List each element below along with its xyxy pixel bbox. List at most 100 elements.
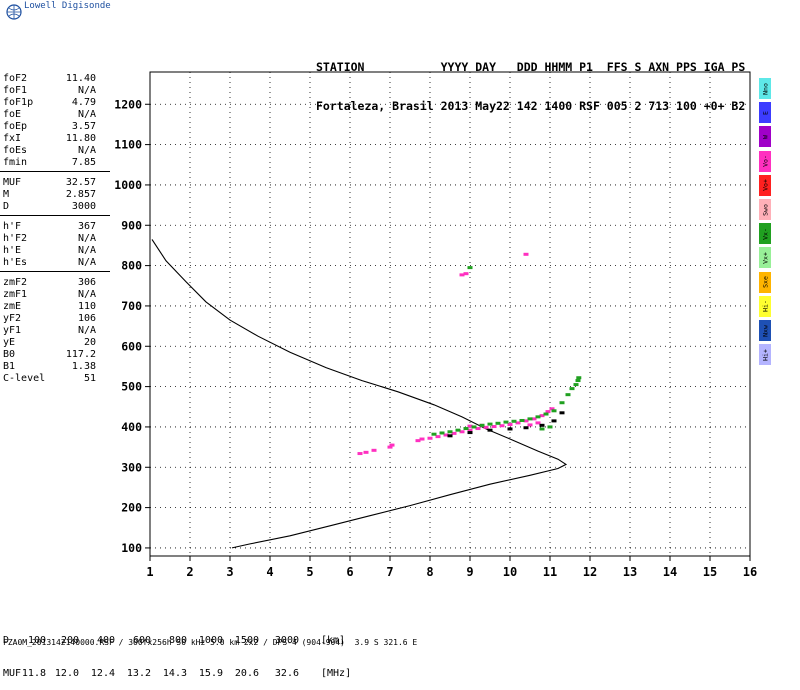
param-value: 3.57 <box>71 121 96 132</box>
y-tick-label: 500 <box>121 380 142 394</box>
echo-point <box>459 430 465 434</box>
param-row: foE N/A <box>3 109 96 121</box>
muf-value: 13.2 <box>126 668 151 679</box>
param-name: zmE <box>3 301 22 312</box>
param-name: B0 <box>3 349 16 360</box>
param-name: C-level <box>3 373 46 384</box>
echo-point <box>565 393 571 397</box>
file-info: FZA0M_2013142140000.RSF / 300fx256h 50 k… <box>3 638 418 647</box>
echo-point <box>569 387 575 391</box>
distance-value: 400 <box>96 635 115 646</box>
muf-value: 12.0 <box>54 668 79 679</box>
distance-label: D <box>3 635 10 646</box>
echo-point <box>539 423 545 427</box>
echo-point <box>471 425 477 429</box>
echo-point <box>467 266 473 270</box>
echo-point <box>479 423 485 427</box>
x-tick-label: 6 <box>346 565 353 579</box>
lowell-digisonde-logo <box>6 4 22 20</box>
x-tick-label: 10 <box>503 565 517 579</box>
echo-point <box>527 423 533 427</box>
legend-item: Vo+ <box>759 174 771 196</box>
distance-unit: [km] <box>321 635 346 646</box>
echo-point <box>523 419 529 423</box>
echo-point <box>495 421 501 425</box>
param-row: h'E N/A <box>3 245 96 257</box>
param-value: N/A <box>77 109 96 120</box>
muf-value: 11.8 <box>21 668 46 679</box>
echo-point <box>357 452 363 456</box>
echo-point <box>507 427 513 431</box>
param-name: h'F <box>3 221 22 232</box>
legend-label: Sxe <box>761 276 769 288</box>
param-name: D <box>3 201 10 212</box>
param-value: 51 <box>83 373 96 384</box>
echo-point <box>549 407 555 411</box>
param-row: foEs N/A <box>3 145 96 157</box>
y-tick-label: 200 <box>121 501 142 515</box>
param-separator <box>0 271 110 272</box>
param-name: yF2 <box>3 313 22 324</box>
param-name: foEp <box>3 121 28 132</box>
x-tick-label: 16 <box>743 565 757 579</box>
echo-point <box>439 431 445 435</box>
legend-label: Vx- <box>761 227 769 240</box>
param-row: B1 1.38 <box>3 361 96 373</box>
distance-row: D 100 200 400 600 800 1000 1500 3000 [km] <box>3 635 345 646</box>
param-value: 11.80 <box>65 133 96 144</box>
echo-point <box>467 431 473 435</box>
echo-point <box>451 431 457 435</box>
y-tick-label: 900 <box>121 218 142 232</box>
param-name: h'F2 <box>3 233 28 244</box>
param-value: N/A <box>77 233 96 244</box>
x-tick-label: 3 <box>226 565 233 579</box>
echo-point <box>455 428 461 432</box>
param-row: C-level 51 <box>3 373 96 385</box>
param-name: yE <box>3 337 16 348</box>
muf-distance-table: D 100 200 400 600 800 1000 1500 3000 [km] MUF 11.8… <box>3 613 351 690</box>
distance-value: 800 <box>168 635 187 646</box>
echo-point <box>515 421 521 425</box>
y-tick-label: 400 <box>121 420 142 434</box>
param-value: 20 <box>83 337 96 348</box>
param-name: B1 <box>3 361 16 372</box>
legend-item: Vx+ <box>759 247 771 269</box>
x-tick-label: 15 <box>703 565 717 579</box>
muf-value: 32.6 <box>274 668 299 679</box>
param-row: MUF 32.57 <box>3 177 96 189</box>
muf-row: MUF 11.8 12.0 12.4 13.2 14.3 15.9 20.6 32.6 [MHz] <box>3 668 351 679</box>
echo-point <box>531 417 537 421</box>
echo-point <box>431 432 437 436</box>
param-value: N/A <box>77 85 96 96</box>
echo-point <box>467 428 473 432</box>
param-name: fxI <box>3 133 22 144</box>
muf-value: 20.6 <box>234 668 259 679</box>
echo-point <box>483 425 489 429</box>
echo-point <box>475 427 481 431</box>
legend-label: W <box>761 134 769 139</box>
echo-point <box>435 435 441 439</box>
param-row: yF1 N/A <box>3 325 96 337</box>
echo-point <box>559 411 565 415</box>
echo-point <box>499 424 505 428</box>
param-name: zmF2 <box>3 277 28 288</box>
y-tick-label: 700 <box>121 299 142 313</box>
legend-label: Nno <box>761 82 769 95</box>
legend-label: Hi+ <box>761 348 769 361</box>
distance-value: 1000 <box>198 635 223 646</box>
param-row: h'F 367 <box>3 221 96 233</box>
echo-point <box>463 427 469 431</box>
x-tick-label: 1 <box>146 565 153 579</box>
param-value: 7.85 <box>71 157 96 168</box>
echo-point <box>547 425 553 429</box>
y-tick-label: 100 <box>121 541 142 555</box>
param-name: foF1 <box>3 85 28 96</box>
param-value: 32.57 <box>65 177 96 188</box>
distance-value: 200 <box>60 635 79 646</box>
echo-point <box>487 428 493 432</box>
x-tick-label: 13 <box>623 565 637 579</box>
x-tick-label: 5 <box>306 565 313 579</box>
y-tick-label: 600 <box>121 339 142 353</box>
param-value: 110 <box>77 301 96 312</box>
ionogram-chart: 1 2 3 4 5 6 7 8 9 10 11 12 13 14 15 1610020030040050060… <box>114 71 757 579</box>
